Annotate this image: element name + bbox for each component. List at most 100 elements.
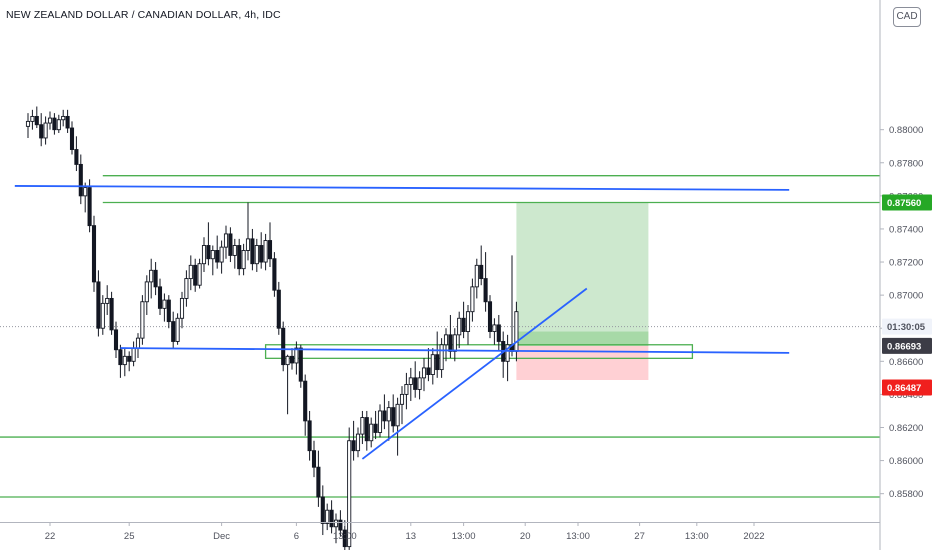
candle (113, 321, 119, 358)
candlestick-series (25, 106, 519, 550)
candle (448, 314, 453, 358)
candle-body (382, 410, 387, 422)
x-tick-label: 13:00 (566, 531, 590, 542)
candle (320, 485, 325, 536)
candle (487, 295, 493, 339)
candle-body (149, 269, 154, 283)
candle-body (483, 278, 488, 303)
candle-body (237, 245, 242, 270)
entry-zone (516, 331, 649, 346)
candle-body (457, 317, 462, 336)
candle-body (188, 264, 193, 280)
x-tick-label: Dec (213, 531, 230, 542)
candle-body (395, 403, 400, 427)
candle-body (153, 269, 158, 288)
candle-body (157, 286, 163, 309)
candle (65, 109, 70, 133)
x-tick-label: 6 (294, 531, 299, 542)
candle (144, 275, 149, 315)
candle (465, 305, 471, 345)
candle (294, 341, 299, 375)
candle (470, 278, 475, 322)
candle (197, 258, 202, 289)
candle (457, 311, 462, 349)
candle (329, 500, 334, 534)
candle-body (56, 119, 61, 131)
candle (281, 321, 286, 372)
candle (184, 270, 189, 307)
candle-body (479, 264, 484, 280)
candle (91, 215, 97, 292)
candle (404, 372, 409, 410)
candle (417, 371, 422, 400)
candle (386, 401, 391, 441)
candle (479, 245, 484, 286)
candle (377, 404, 383, 438)
candle (166, 295, 171, 329)
current-price-tag-text: 0.86693 (887, 341, 921, 352)
candle (347, 427, 352, 550)
candle-body (74, 149, 79, 165)
candle-body (452, 334, 457, 352)
candle (43, 116, 48, 145)
candle (131, 341, 136, 367)
candle-body (228, 233, 233, 256)
candle-body (474, 264, 479, 288)
candle (325, 503, 330, 531)
candle-body (303, 380, 308, 422)
y-tick-label: 0.87000 (889, 291, 923, 302)
y-tick-label: 0.87400 (889, 224, 923, 235)
candle (267, 222, 273, 267)
candle (285, 354, 290, 415)
candle-body (166, 299, 171, 323)
price-axis: 0.858000.860000.862000.864000.866000.868… (879, 0, 932, 550)
candle-body (289, 355, 295, 364)
candle-body (351, 440, 356, 452)
candle (399, 386, 405, 425)
candle-body (122, 355, 127, 366)
candle (316, 450, 321, 507)
target-price-tag-bg (882, 194, 932, 211)
y-tick-label: 0.85800 (889, 489, 923, 500)
candle-body (514, 311, 519, 352)
candle (193, 258, 198, 292)
candle-body (91, 225, 97, 283)
candle-body (144, 281, 149, 303)
candle-body (448, 334, 453, 352)
candle (188, 255, 193, 291)
candle-body (272, 258, 277, 291)
candle (171, 311, 176, 349)
trendline-drawings (14, 185, 790, 460)
candle-body (404, 384, 409, 395)
x-tick-label: 2022 (743, 531, 764, 542)
candle-body (25, 120, 31, 127)
candle-body (333, 519, 339, 528)
candle-body (399, 393, 405, 405)
candle-body (347, 440, 352, 548)
candle (391, 394, 396, 433)
candle-body (496, 324, 501, 342)
currency-badge[interactable]: CAD (893, 7, 921, 27)
candle (135, 333, 141, 358)
x-tick-label: 13 (406, 531, 417, 542)
stop-price-tag: 0.86487 (882, 379, 932, 396)
candle-body (140, 301, 145, 339)
candle-body (127, 355, 132, 362)
stop-price-tag-bg (882, 379, 932, 396)
candle-body (65, 115, 70, 129)
candle-body (43, 122, 48, 139)
candle (483, 252, 488, 312)
candle-body (241, 250, 246, 270)
candle-body (377, 410, 383, 433)
candle-body (307, 420, 312, 452)
candle (382, 394, 387, 430)
candle-body (47, 117, 53, 124)
candle (408, 367, 413, 402)
candle (298, 344, 303, 388)
candle (369, 417, 374, 448)
candle-body (320, 496, 325, 524)
candle (223, 225, 229, 259)
candle (25, 113, 31, 138)
candle-body (285, 355, 290, 366)
